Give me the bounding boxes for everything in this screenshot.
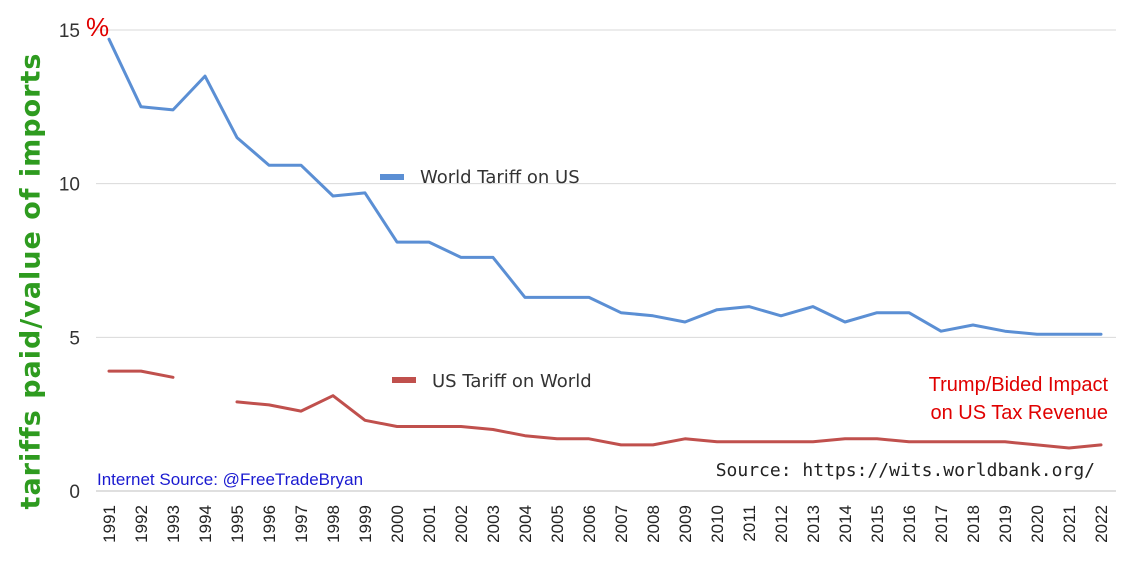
x-tick-label: 1998 bbox=[324, 505, 343, 543]
x-tick-label: 2022 bbox=[1092, 505, 1111, 543]
series-line-world-tariff bbox=[107, 37, 1103, 336]
x-tick-label: 2000 bbox=[388, 505, 407, 543]
y-tick-label: 0 bbox=[69, 482, 80, 503]
x-tick-label: 2017 bbox=[932, 505, 951, 543]
x-tick-label: 2016 bbox=[900, 505, 919, 543]
series-lines bbox=[107, 37, 1103, 450]
x-tick-label: 1996 bbox=[260, 505, 279, 543]
x-tick-label: 2013 bbox=[804, 505, 823, 543]
x-tick-label: 1991 bbox=[100, 505, 119, 543]
internet-source-note: Internet Source: @FreeTradeBryan bbox=[97, 470, 363, 489]
legend-swatch-us bbox=[392, 377, 416, 383]
y-axis-title: tariffs paid/value of imports bbox=[15, 52, 47, 510]
y-tick-label: 5 bbox=[69, 328, 80, 349]
x-tick-label: 2011 bbox=[740, 505, 759, 542]
legend-label-world: World Tariff on US bbox=[420, 167, 580, 188]
x-tick-labels: 1991 1992 1993 1994 1995 1996 1997 1998 1999 2000… bbox=[100, 505, 1111, 543]
x-tick-label: 1999 bbox=[356, 505, 375, 543]
series-line-us-tariff bbox=[107, 369, 175, 379]
legend-world-tariff: World Tariff on US bbox=[380, 167, 580, 188]
x-tick-label: 1993 bbox=[164, 505, 183, 543]
legend-label-us: US Tariff on World bbox=[432, 371, 592, 392]
impact-annotation-line2: on US Tax Revenue bbox=[930, 402, 1108, 424]
x-tick-label: 2006 bbox=[580, 505, 599, 543]
x-tick-label: 1992 bbox=[132, 505, 151, 543]
legend-swatch-world bbox=[380, 174, 404, 180]
x-tick-label: 2020 bbox=[1028, 505, 1047, 543]
y-tick-label: 10 bbox=[59, 175, 80, 196]
x-tick-label: 2010 bbox=[708, 505, 727, 543]
legend-us-tariff: US Tariff on World bbox=[392, 371, 592, 392]
x-tick-label: 1997 bbox=[292, 505, 311, 543]
x-tick-label: 1994 bbox=[196, 505, 215, 543]
x-tick-label: 2001 bbox=[420, 505, 439, 543]
impact-annotation-line1: Trump/Bided Impact bbox=[929, 374, 1109, 396]
x-tick-label: 2004 bbox=[516, 505, 535, 543]
gridlines bbox=[96, 29, 1116, 492]
y-axis-title-area: tariffs paid/value of imports bbox=[8, 0, 54, 562]
x-tick-label: 2012 bbox=[772, 505, 791, 543]
x-tick-label: 2007 bbox=[612, 505, 631, 543]
data-source-note: Source: https://wits.worldbank.org/ bbox=[716, 460, 1095, 481]
x-tick-label: 2018 bbox=[964, 505, 983, 543]
y-unit-label: % bbox=[86, 12, 109, 42]
x-tick-label: 2009 bbox=[676, 505, 695, 543]
x-tick-label: 2005 bbox=[548, 505, 567, 543]
x-tick-label: 2002 bbox=[452, 505, 471, 543]
x-tick-label: 2019 bbox=[996, 505, 1015, 543]
y-tick-label: 15 bbox=[59, 21, 80, 42]
y-tick-labels: 0 5 10 15 bbox=[59, 21, 80, 503]
series-line-us-tariff bbox=[235, 394, 1103, 450]
x-tick-label: 1995 bbox=[228, 505, 247, 543]
x-tick-label: 2008 bbox=[644, 505, 663, 543]
x-tick-label: 2021 bbox=[1060, 505, 1079, 543]
x-tick-label: 2015 bbox=[868, 505, 887, 543]
x-tick-label: 2014 bbox=[836, 505, 855, 543]
x-tick-label: 2003 bbox=[484, 505, 503, 543]
